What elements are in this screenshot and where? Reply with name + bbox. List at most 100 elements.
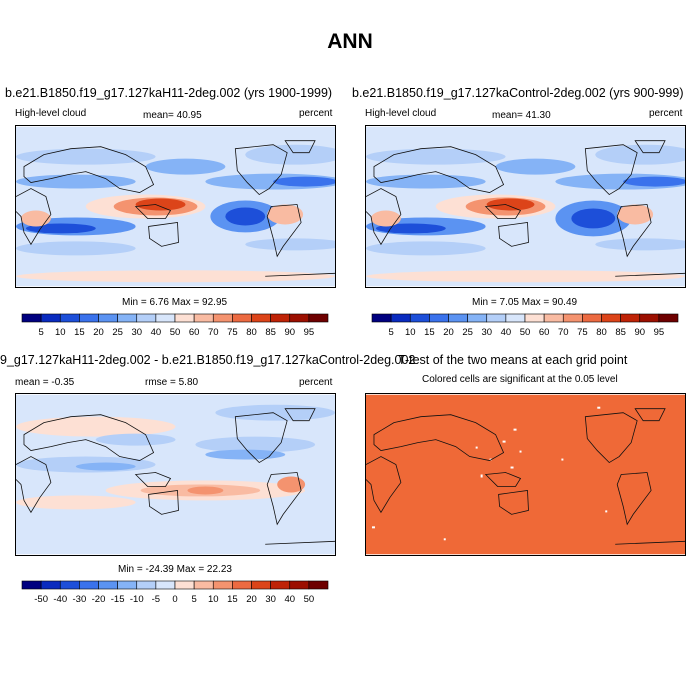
panel-3-colorbar-swatch: [308, 580, 329, 590]
panel-3-colorbar-tick-label: 0: [172, 594, 177, 605]
panel-1-colorbar-tick-label: 50: [170, 327, 181, 338]
panel-3-colorbar-swatch: [79, 580, 99, 590]
panel-3-map: [15, 393, 336, 556]
panel-1-colorbar-swatch: [308, 313, 329, 323]
panel-1-colorbar-swatch: [59, 313, 80, 323]
panel-3-colorbar-swatch: [193, 580, 214, 590]
panel-1-colorbar-swatch: [232, 313, 252, 323]
panel-3-colorbar-tick-label: -15: [111, 594, 125, 605]
panel-4-subtitle: Colored cells are significant at the 0.0…: [422, 374, 618, 385]
panel-2-colorbar-swatch: [639, 313, 660, 323]
panel-1-colorbar-swatch: [251, 313, 271, 323]
panel-2-variable-label: High-level cloud: [365, 108, 437, 119]
panel-1-colorbar-swatch: [212, 313, 233, 323]
panel-4-map-field: [366, 394, 685, 555]
panel-1-colorbar-swatch: [40, 313, 61, 323]
panel-2-colorbar-swatch: [429, 313, 449, 323]
panel-2-colorbar-tick-label: 95: [654, 327, 665, 338]
panel-2-mean-label: mean= 41.30: [492, 110, 551, 121]
panel-2-title: b.e21.B1850.f19_g17.127kaControl-2deg.00…: [352, 86, 684, 100]
panel-2-colorbar-swatch: [582, 313, 602, 323]
panel-2-colorbar-swatch: [562, 313, 583, 323]
panel-2-colorbar-tick-label: 75: [577, 327, 588, 338]
panel-1-map-field: [16, 126, 335, 287]
panel-3-colorbar: -50 -40 -30 -20 -15 -10 -5 0 5 10 15 20 30 40 50: [21, 580, 329, 605]
panel-2-colorbar-swatch: [448, 313, 468, 323]
page-title: ANN: [327, 30, 373, 53]
panel-4-title: T-test of the two means at each grid poi…: [398, 353, 628, 367]
panel-3-colorbar-tick-label: 5: [191, 594, 196, 605]
panel-2-colorbar-swatch: [524, 313, 545, 323]
panel-2-units-label: percent: [649, 108, 683, 119]
panel-1-colorbar-tick-label: 75: [227, 327, 238, 338]
panel-3-colorbar-swatch: [136, 580, 157, 590]
panel-2-colorbar-tick-label: 25: [462, 327, 473, 338]
panel-2-minmax: Min = 7.05 Max = 90.49: [472, 297, 578, 308]
panel-2-colorbar-tick-label: 70: [558, 327, 569, 338]
panel-3-colorbar-tick-label: -5: [152, 594, 160, 605]
panel-2-colorbar-tick-label: 40: [501, 327, 512, 338]
panel-3-rmse-label: rmse = 5.80: [145, 377, 199, 388]
panel-2-colorbar-tick-label: 50: [520, 327, 531, 338]
panel-3-colorbar-tick-label: 30: [265, 594, 276, 605]
panel-1-colorbar-tick-label: 15: [74, 327, 85, 338]
panel-3-colorbar-swatch: [40, 580, 61, 590]
panel-2-colorbar-swatch: [371, 313, 392, 323]
panel-3-colorbar-tick-label: -30: [73, 594, 87, 605]
panel-1-colorbar-tick-label: 5: [38, 327, 43, 338]
panel-2-colorbar-swatch: [543, 313, 564, 323]
panel-3-units-label: percent: [299, 377, 333, 388]
panel-3-colorbar-tick-label: -40: [53, 594, 67, 605]
panel-3-colorbar-swatch: [21, 580, 42, 590]
panel-3-colorbar-swatch: [232, 580, 252, 590]
panel-3-colorbar-tick-label: 15: [227, 594, 238, 605]
panel-3-colorbar-tick-label: 50: [304, 594, 315, 605]
panel-2-map-field: [366, 126, 685, 287]
panel-2-colorbar-tick-label: 20: [443, 327, 454, 338]
panel-1-colorbar-tick-label: 20: [93, 327, 104, 338]
panel-1-colorbar-tick-label: 80: [246, 327, 257, 338]
panel-2-colorbar-tick-label: 60: [539, 327, 550, 338]
panel-3-mean-label: mean = -0.35: [15, 377, 75, 388]
panel-1-colorbar-swatch: [155, 313, 176, 323]
panel-3-colorbar-tick-label: -10: [130, 594, 144, 605]
panel-2-colorbar-tick-label: 85: [615, 327, 626, 338]
panel-2-colorbar-tick-label: 15: [424, 327, 435, 338]
panel-1-colorbar-tick-label: 40: [151, 327, 162, 338]
panel-3-colorbar-tick-label: 40: [284, 594, 295, 605]
panel-2-map: [365, 125, 686, 288]
panel-1-colorbar-tick-label: 30: [131, 327, 142, 338]
panel-3-colorbar-swatch: [251, 580, 271, 590]
panel-3-title: 9_g17.127kaH11-2deg.002 - b.e21.B1850.f1…: [0, 353, 416, 367]
panel-1-colorbar-swatch: [270, 313, 291, 323]
panel-1-colorbar-swatch: [21, 313, 42, 323]
panel-1-mean-label: mean= 40.95: [143, 110, 202, 121]
panel-1-minmax: Min = 6.76 Max = 92.95: [122, 297, 228, 308]
panel-3-colorbar-swatch: [289, 580, 310, 590]
panel-2-colorbar: 5 10 15 20 25 30 40 50 60 70 75 80 85 90 95: [371, 313, 679, 338]
panel-3-colorbar-swatch: [174, 580, 195, 590]
panel-1-colorbar-swatch: [136, 313, 157, 323]
panel-2-colorbar-swatch: [409, 313, 430, 323]
panel-3-minmax: Min = -24.39 Max = 22.23: [118, 564, 232, 575]
panel-1-variable-label: High-level cloud: [15, 108, 87, 119]
panel-1-colorbar-tick-label: 85: [265, 327, 276, 338]
panel-2-colorbar-swatch: [601, 313, 621, 323]
panel-1-units-label: percent: [299, 108, 333, 119]
panel-3-colorbar-tick-label: -20: [92, 594, 106, 605]
panel-2-colorbar-svg: 5 10 15 20 25 30 40 50 60 70 75 80 85 90 95: [371, 313, 679, 338]
panel-3-colorbar-svg: -50 -40 -30 -20 -15 -10 -5 0 5 10 15 20 30 40 50: [21, 580, 329, 605]
panel-2-colorbar-swatch: [390, 313, 411, 323]
panel-2-colorbar-swatch: [620, 313, 641, 323]
panel-4-map: [365, 393, 686, 556]
panel-1-colorbar-swatch: [174, 313, 195, 323]
panel-3-colorbar-swatch: [155, 580, 176, 590]
panel-1-colorbar-tick-label: 25: [112, 327, 123, 338]
panel-2-colorbar-tick-label: 5: [388, 327, 393, 338]
panel-1-colorbar-swatch: [98, 313, 118, 323]
panel-1-colorbar-swatch: [193, 313, 214, 323]
panel-1-colorbar-tick-label: 60: [189, 327, 200, 338]
panel-2-colorbar-swatch: [486, 313, 507, 323]
panel-3-colorbar-swatch: [212, 580, 233, 590]
panel-3-map-field: [16, 394, 335, 555]
